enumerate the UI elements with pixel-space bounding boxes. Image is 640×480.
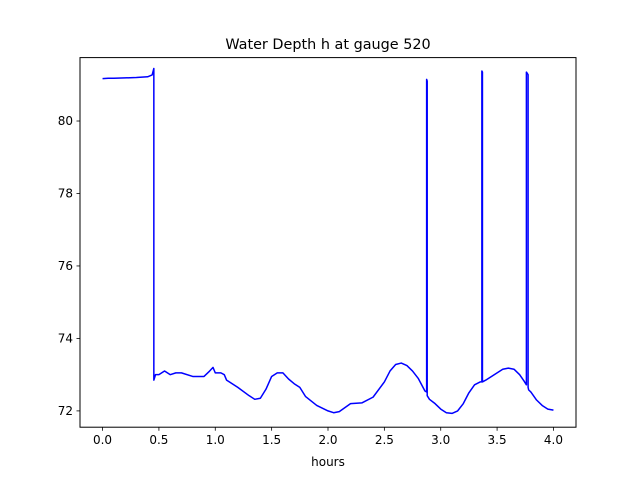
x-tick-label: 0.5 bbox=[149, 433, 168, 447]
series-layer bbox=[102, 67, 554, 415]
y-tick-label: 74 bbox=[58, 332, 73, 346]
x-tick-label: 2.5 bbox=[375, 433, 394, 447]
x-axis-label: hours bbox=[311, 455, 345, 469]
plot-area bbox=[80, 57, 576, 428]
y-axis-ticks: 72 74 76 78 80 bbox=[58, 114, 80, 418]
x-tick-label: 2.0 bbox=[318, 433, 337, 447]
y-tick-label: 78 bbox=[58, 187, 73, 201]
y-tick-label: 76 bbox=[58, 259, 73, 273]
x-tick-label: 1.5 bbox=[262, 433, 281, 447]
x-tick-label: 1.0 bbox=[206, 433, 225, 447]
chart-title: Water Depth h at gauge 520 bbox=[225, 37, 430, 53]
x-axis-ticks: 0.0 0.5 1.0 1.5 2.0 2.5 3.0 3.5 4.0 bbox=[93, 427, 563, 447]
y-tick-label: 80 bbox=[58, 114, 73, 128]
x-tick-label: 4.0 bbox=[544, 433, 563, 447]
y-tick-label: 72 bbox=[58, 404, 73, 418]
plot-frame bbox=[79, 57, 577, 428]
x-tick-label: 0.0 bbox=[93, 433, 112, 447]
x-tick-label: 3.5 bbox=[488, 433, 507, 447]
x-tick-label: 3.0 bbox=[431, 433, 450, 447]
series-line-0 bbox=[102, 67, 554, 415]
